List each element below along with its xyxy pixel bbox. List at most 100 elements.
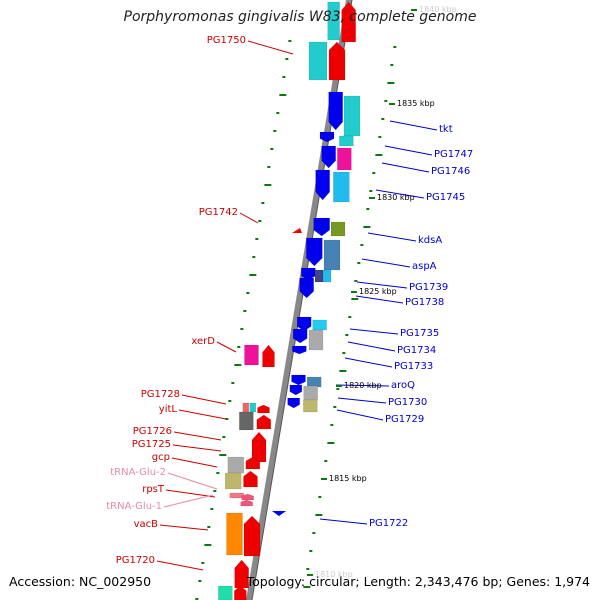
gene-label-pg1747: PG1747	[434, 149, 474, 160]
gc-tick	[282, 76, 286, 78]
gene-label-aroq: aroQ	[391, 380, 416, 391]
leader-line	[247, 40, 294, 55]
leader-line	[172, 444, 222, 452]
gene-block	[227, 456, 245, 474]
gene-block	[341, 1, 356, 43]
kbp-tick	[321, 478, 327, 480]
gene-block	[306, 237, 323, 267]
gc-tick	[204, 544, 212, 546]
gene-block	[313, 217, 330, 237]
leader-line	[171, 457, 218, 468]
gene-label-aspa: aspA	[412, 261, 437, 272]
gc-tick	[345, 334, 349, 336]
gene-block	[321, 145, 336, 169]
gene-block	[240, 499, 253, 507]
kbp-tick	[307, 574, 313, 576]
leader-line	[165, 489, 216, 498]
genome-summary-label: Topology: circular; Length: 2,343,476 bp…	[246, 574, 590, 589]
gc-tick	[366, 208, 370, 210]
gc-tick	[213, 490, 217, 492]
gene-block	[291, 374, 306, 386]
leader-line	[347, 341, 396, 352]
leader-line	[335, 384, 390, 387]
kbp-label: 1840 kbp	[419, 5, 457, 14]
gc-tick	[210, 508, 214, 510]
gc-tick	[261, 202, 265, 204]
strand-marker	[272, 511, 286, 516]
gc-tick	[390, 64, 394, 66]
gc-tick	[306, 568, 310, 570]
gene-label-pg1735: PG1735	[400, 328, 440, 339]
gene-label-pg1725: PG1725	[131, 439, 171, 450]
gc-tick	[267, 166, 271, 168]
gc-tick	[333, 406, 337, 408]
accession-label: Accession: NC_002950	[9, 574, 152, 589]
gene-block	[226, 512, 243, 556]
kbp-label: 1810 kbp	[315, 570, 353, 579]
leader-line	[384, 145, 433, 156]
gc-tick	[369, 190, 373, 192]
leader-line	[319, 518, 368, 525]
gc-tick	[234, 364, 242, 366]
gene-block	[251, 431, 267, 463]
kbp-tick	[389, 103, 395, 105]
gene-block	[296, 316, 312, 332]
gene-label-pg1726: PG1726	[132, 426, 172, 437]
gene-block	[314, 269, 324, 283]
gc-tick	[372, 172, 376, 174]
gc-tick	[219, 454, 227, 456]
gc-tick	[201, 562, 205, 564]
leader-line	[156, 560, 204, 571]
gene-label-pg1730: PG1730	[388, 397, 428, 408]
gene-label-pg1745: PG1745	[426, 192, 466, 203]
gc-tick	[249, 274, 257, 276]
leader-line	[178, 409, 227, 420]
gene-label-tkt: tkt	[439, 124, 453, 135]
gc-tick	[240, 328, 244, 330]
gene-block	[234, 585, 247, 600]
gc-tick	[327, 442, 335, 444]
gene-features	[218, 1, 361, 600]
leader-line	[239, 212, 259, 224]
leader-line	[163, 494, 214, 508]
gene-block	[303, 399, 318, 413]
leader-line	[336, 409, 384, 421]
leader-line	[173, 431, 222, 441]
gene-label-pg1742: PG1742	[198, 207, 238, 218]
gc-tick	[330, 424, 334, 426]
kbp-label: 1825 kbp	[359, 287, 397, 296]
gene-block	[308, 329, 324, 351]
gene-block	[330, 221, 346, 237]
gc-tick	[288, 40, 292, 42]
gene-label-xerd: xerD	[191, 336, 215, 347]
gene-block	[241, 493, 254, 501]
gc-tick	[231, 382, 235, 384]
leader-line	[167, 472, 218, 490]
gene-block	[249, 402, 257, 413]
leader-line	[367, 232, 417, 242]
gene-label-pg1746: PG1746	[431, 166, 471, 177]
gene-block	[323, 239, 341, 271]
kbp-label: 1835 kbp	[397, 99, 435, 108]
gc-tick	[324, 460, 328, 462]
gene-label-gcp: gcp	[151, 452, 170, 463]
gene-label-pg1729: PG1729	[385, 414, 425, 425]
gc-tick	[354, 280, 358, 282]
gc-tick	[351, 298, 359, 300]
gc-tick	[276, 112, 280, 114]
gene-block	[224, 472, 242, 490]
gc-tick	[387, 82, 395, 84]
gene-block	[234, 559, 249, 589]
gc-tick	[384, 100, 388, 102]
gc-tick	[315, 514, 323, 516]
gene-label-yitl: yitL	[158, 404, 177, 415]
leader-line	[356, 281, 408, 289]
label-leader-lines	[156, 9, 438, 576]
gc-tick	[222, 436, 226, 438]
gene-block	[303, 385, 318, 401]
gene-block	[292, 328, 308, 344]
gc-tick	[270, 148, 274, 150]
gc-tick	[228, 400, 232, 402]
kbp-label: 1830 kbp	[377, 193, 415, 202]
